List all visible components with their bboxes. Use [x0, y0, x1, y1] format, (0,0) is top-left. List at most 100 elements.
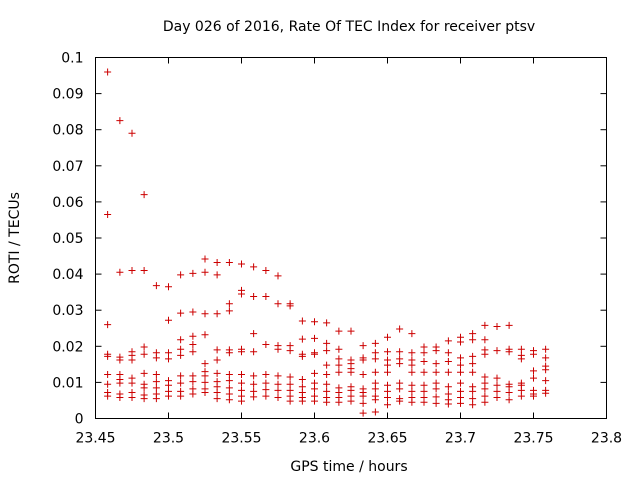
- data-point: [335, 355, 343, 363]
- data-point: [286, 302, 294, 310]
- data-point: [152, 370, 160, 378]
- data-point: [396, 360, 404, 368]
- data-point: [298, 317, 306, 325]
- data-point: [201, 389, 209, 397]
- x-tick-label: 23.75: [513, 431, 553, 447]
- data-point: [371, 385, 379, 393]
- data-point: [408, 381, 416, 389]
- chart-title: Day 026 of 2016, Rate Of TEC Index for r…: [163, 19, 535, 35]
- data-point: [311, 385, 318, 393]
- data-point: [250, 372, 258, 380]
- data-point: [238, 379, 245, 387]
- data-point: [481, 336, 489, 344]
- data-point: [165, 283, 172, 291]
- data-point: [250, 292, 258, 300]
- data-point: [286, 347, 294, 355]
- data-point: [238, 290, 245, 298]
- data-point: [505, 321, 513, 329]
- data-point: [335, 327, 343, 335]
- data-points: [104, 68, 550, 417]
- x-tick-label: 23.7: [445, 431, 476, 447]
- data-point: [493, 374, 501, 382]
- data-point: [359, 356, 367, 364]
- data-point: [371, 339, 379, 347]
- data-point: [104, 321, 112, 329]
- data-point: [469, 368, 477, 376]
- data-point: [408, 368, 416, 376]
- y-tick-label: 0.01: [52, 375, 83, 391]
- data-point: [250, 330, 258, 338]
- data-point: [128, 129, 136, 137]
- data-point: [457, 338, 464, 346]
- data-point: [238, 260, 245, 268]
- data-point: [213, 346, 221, 354]
- data-point: [359, 392, 367, 400]
- data-point: [371, 355, 379, 363]
- data-point: [238, 348, 245, 356]
- data-point: [408, 349, 416, 357]
- data-point: [493, 322, 501, 330]
- data-point: [408, 361, 416, 369]
- data-point: [140, 369, 148, 377]
- data-point: [152, 395, 160, 403]
- data-point: [177, 345, 185, 353]
- data-point: [140, 191, 148, 199]
- data-point: [542, 377, 550, 385]
- data-point: [359, 370, 367, 378]
- data-point: [444, 368, 452, 376]
- data-point: [481, 385, 489, 393]
- data-point: [225, 377, 233, 385]
- data-point: [420, 381, 428, 389]
- data-point: [384, 348, 391, 356]
- data-point: [371, 396, 379, 404]
- y-tick-label: 0.07: [52, 159, 83, 175]
- data-point: [335, 345, 343, 353]
- data-point: [177, 309, 185, 317]
- data-point: [152, 378, 160, 386]
- x-tick-label: 23.65: [367, 431, 407, 447]
- data-point: [517, 392, 525, 400]
- data-point: [213, 259, 221, 267]
- data-point: [213, 395, 221, 403]
- data-point: [432, 393, 440, 401]
- data-point: [104, 392, 112, 400]
- data-point: [457, 368, 464, 376]
- data-point: [152, 384, 160, 392]
- data-point: [201, 310, 209, 318]
- data-point: [177, 336, 185, 344]
- data-point: [530, 392, 537, 400]
- data-point: [457, 379, 464, 387]
- data-point: [140, 266, 148, 274]
- data-point: [323, 361, 331, 369]
- data-point: [408, 398, 416, 406]
- data-point: [347, 397, 355, 405]
- data-point: [384, 361, 391, 369]
- data-point: [201, 268, 209, 276]
- data-point: [213, 356, 221, 364]
- data-point: [274, 386, 282, 394]
- y-tick-label: 0.03: [52, 303, 83, 319]
- data-point: [286, 373, 294, 381]
- data-point: [371, 368, 379, 376]
- data-point: [128, 379, 136, 387]
- data-point: [384, 387, 391, 395]
- y-tick-label: 0.09: [52, 87, 83, 103]
- data-point: [469, 401, 477, 409]
- data-point: [384, 368, 391, 376]
- data-point: [225, 259, 233, 267]
- data-point: [420, 357, 428, 365]
- data-point: [323, 339, 331, 347]
- data-point: [225, 307, 233, 315]
- data-point: [298, 376, 306, 384]
- data-point: [274, 380, 282, 388]
- data-point: [530, 367, 537, 375]
- data-point: [238, 370, 245, 378]
- data-point: [140, 350, 148, 358]
- x-axis-label: GPS time / hours: [290, 459, 407, 475]
- data-point: [262, 266, 270, 274]
- data-point: [201, 372, 209, 380]
- data-point: [262, 340, 270, 348]
- data-point: [165, 349, 172, 357]
- data-point: [469, 330, 477, 338]
- data-point: [542, 389, 550, 397]
